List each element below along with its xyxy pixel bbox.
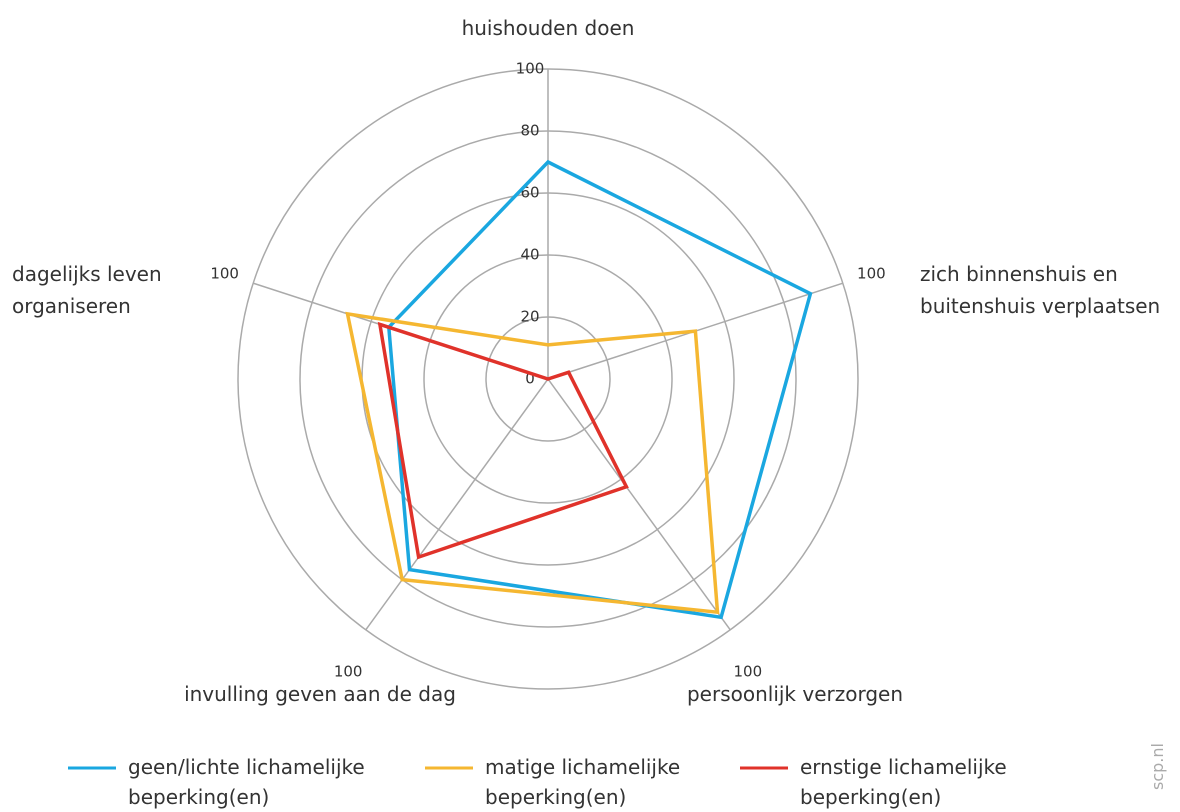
axis-end-label: 100	[857, 264, 886, 282]
category-label: dagelijks leven organiseren	[12, 262, 162, 318]
r-tick-label: 0	[525, 370, 535, 388]
axis-end-label: 100	[734, 663, 763, 681]
legend-label: ernstige lichamelijke beperking(en)	[800, 755, 1007, 809]
r-tick-label: 20	[520, 308, 539, 326]
r-tick-label: 80	[520, 122, 539, 140]
category-label: invulling geven aan de dag	[184, 682, 456, 706]
legend-swatch	[740, 766, 788, 770]
axis-end-label: 100	[210, 264, 239, 282]
legend-label: geen/lichte lichamelijke beperking(en)	[128, 755, 365, 809]
category-label: persoonlijk verzorgen	[686, 682, 904, 706]
category-label: huishouden doen	[461, 16, 635, 40]
series-line	[377, 321, 629, 560]
series-line	[386, 159, 813, 620]
category-label: zich binnenshuis en buitenshuis verplaat…	[920, 262, 1161, 318]
axis-end-label: 100	[334, 663, 363, 681]
legend-swatch	[425, 766, 473, 770]
legend-label: matige lichamelijke beperking(en)	[485, 755, 681, 809]
legend-item: matige lichamelijke beperking(en)	[425, 752, 725, 812]
legend-swatch	[68, 766, 116, 770]
r-tick-label: 40	[520, 246, 539, 264]
legend-item: geen/lichte lichamelijke beperking(en)	[68, 752, 368, 812]
series-line	[345, 311, 720, 615]
credit: scp.nl	[1148, 743, 1167, 790]
legend-item: ernstige lichamelijke beperking(en)	[740, 752, 1040, 812]
axis-line	[365, 378, 549, 631]
axis-line	[547, 378, 731, 631]
r-tick-label: 100	[516, 60, 545, 78]
